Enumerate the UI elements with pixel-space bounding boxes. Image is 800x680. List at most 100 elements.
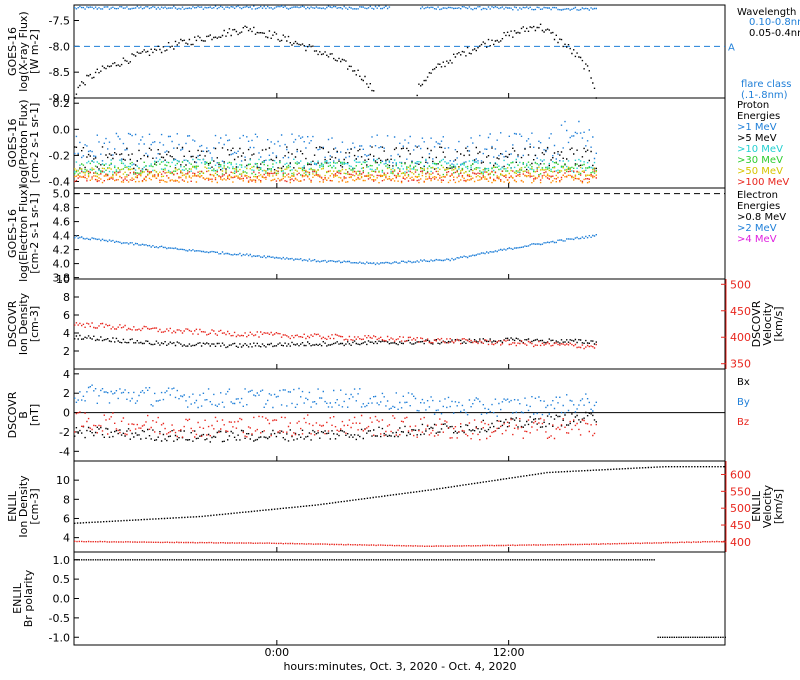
y-tick-label-electron: 4.6 <box>53 216 71 229</box>
right-tick-label-enlil_density: 550 <box>730 485 751 498</box>
right-axis-title-dscovr_density: [km/s] <box>772 306 785 341</box>
series-enlil_density-0 <box>74 466 725 524</box>
legend-entry-proton: >5 MeV <box>737 133 777 144</box>
series-group-dscovr_b <box>74 384 597 443</box>
y-tick-label-dscovr_density: 2 <box>63 345 70 358</box>
flare-class-marker: A <box>728 42 735 53</box>
legend-entry-xray: 0.10-0.8nm <box>749 17 800 28</box>
legend-entry-dscovr_b: Bz <box>737 417 749 428</box>
y-axis-title-dscovr_b: B <box>17 411 30 419</box>
y-axis-title-xray: log(X-ray Flux) <box>17 11 30 91</box>
y-tick-label-xray: -8.0 <box>49 40 70 53</box>
y-tick-label-xray: -8.5 <box>49 66 70 79</box>
series-proton-5 <box>74 170 597 183</box>
y-axis-title-proton: GOES-16 <box>6 118 19 167</box>
y-tick-label-enlil_polarity: 0.0 <box>53 593 71 606</box>
panel-frame-enlil_polarity <box>73 551 726 646</box>
y-axis-title-dscovr_density: [cm-3] <box>28 306 41 342</box>
legend-entry-xray: 0.05-0.4nm <box>749 28 800 39</box>
series-proton-6 <box>74 174 597 184</box>
y-tick-label-xray: -9.0 <box>49 92 70 105</box>
right-tick-label-dscovr_density: 350 <box>730 358 751 371</box>
y-tick-label-electron: 5.0 <box>53 188 71 201</box>
y-axis-title-dscovr_b: DSCOVR <box>6 391 19 438</box>
right-tick-label-dscovr_density: 400 <box>730 331 751 344</box>
right-tick-label-enlil_density: 500 <box>730 502 751 515</box>
y-tick-label-enlil_density: 8 <box>63 493 70 506</box>
legend-entry-dscovr_b: By <box>737 397 750 408</box>
series-dscovr_density-0 <box>74 334 597 349</box>
x-tick-label: 0:00 <box>264 646 289 659</box>
legend-title-electron: Electron <box>737 190 778 201</box>
y-tick-label-proton: 0.0 <box>53 123 71 136</box>
right-tick-label-dscovr_density: 450 <box>730 305 751 318</box>
series-proton-0 <box>74 120 597 166</box>
y-tick-label-enlil_density: 6 <box>63 512 70 525</box>
legend-entry-electron: >0.8 MeV <box>737 212 786 223</box>
legend-entry-proton: >1 MeV <box>737 122 777 133</box>
legend-entry-proton: >50 MeV <box>737 166 783 177</box>
legend-entry-dscovr_b: Bx <box>737 377 750 388</box>
right-axis-title-dscovr_density: DSCOVR <box>750 300 763 347</box>
y-tick-label-enlil_polarity: -1.0 <box>49 631 70 644</box>
y-tick-label-enlil_polarity: -0.5 <box>49 612 70 625</box>
y-axis-title-enlil_density: Ion Density <box>17 475 30 538</box>
y-tick-label-dscovr_b: 0 <box>63 407 70 420</box>
y-tick-label-dscovr_density: 8 <box>63 291 70 304</box>
y-axis-title-dscovr_density: DSCOVR <box>6 300 19 347</box>
panel-frame-electron <box>73 187 726 280</box>
y-axis-title-proton: log(Proton Flux) <box>17 99 30 186</box>
panel-frame-enlil_density <box>73 460 726 553</box>
y-axis-title-xray: GOES-16 <box>6 27 19 76</box>
series-group-electron <box>74 234 597 266</box>
y-tick-label-electron: 4.2 <box>53 244 71 257</box>
right-tick-label-enlil_density: 400 <box>730 536 751 549</box>
y-axis-title-dscovr_density: Ion Density <box>17 292 30 355</box>
legend-entry-proton: >10 MeV <box>737 144 783 155</box>
series-group-proton <box>74 120 597 184</box>
x-tick-label: 12:00 <box>493 646 525 659</box>
right-axis-title-enlil_density: ENLIL <box>750 490 763 522</box>
series-xray-1 <box>74 23 597 99</box>
y-tick-label-dscovr_density: 10 <box>56 273 70 286</box>
right-tick-label-enlil_density: 600 <box>730 468 751 481</box>
y-axis-title-electron: GOES-16 <box>6 209 19 258</box>
x-axis-label: hours:minutes, Oct. 3, 2020 - Oct. 4, 20… <box>283 660 517 673</box>
series-proton-3 <box>74 161 597 176</box>
y-tick-label-proton: -0.4 <box>49 175 70 188</box>
legend-title-proton: Proton <box>737 100 769 111</box>
series-group-xray <box>74 5 597 99</box>
panel-frame-dscovr_density <box>73 278 726 370</box>
legend-title-electron: Energies <box>737 201 780 212</box>
y-tick-label-proton: -0.2 <box>49 149 70 162</box>
right-tick-label-dscovr_density: 500 <box>730 278 751 291</box>
y-tick-label-dscovr_b: -4 <box>59 445 70 458</box>
y-tick-label-enlil_density: 10 <box>56 474 70 487</box>
series-electron-0 <box>74 234 597 266</box>
y-axis-title-xray: [W m-2] <box>28 29 41 74</box>
series-dscovr_b-1 <box>74 384 597 417</box>
legend-title-xray: Wavelength <box>737 7 796 18</box>
y-axis-title-enlil_density: [cm-3] <box>28 488 41 524</box>
y-axis-title-dscovr_b: [nT] <box>28 404 41 426</box>
y-axis-title-enlil_polarity: ENLIL <box>11 582 24 614</box>
y-axis-title-enlil_density: ENLIL <box>6 490 19 522</box>
series-group-enlil_polarity <box>74 559 726 638</box>
series-group-enlil_density <box>74 466 725 547</box>
legend-title-proton: Energies <box>737 111 780 122</box>
y-tick-label-xray: -7.5 <box>49 15 70 28</box>
right-axis-title-dscovr_density: Velocity <box>761 302 774 346</box>
right-axis-title-enlil_density: Velocity <box>761 484 774 528</box>
y-axis-title-enlil_polarity: Br polarity <box>22 569 35 627</box>
y-tick-label-enlil_polarity: 1.0 <box>53 554 71 567</box>
y-tick-label-dscovr_b: -2 <box>59 426 70 439</box>
y-tick-label-dscovr_b: 2 <box>63 387 70 400</box>
legend-entry-electron: >4 MeV <box>737 234 777 245</box>
y-tick-label-electron: 4.4 <box>53 230 71 243</box>
series-xray-0 <box>74 5 597 11</box>
panel-frame-xray <box>73 4 726 99</box>
right-axis-title-enlil_density: [km/s] <box>772 489 785 524</box>
y-tick-label-electron: 4.8 <box>53 202 71 215</box>
